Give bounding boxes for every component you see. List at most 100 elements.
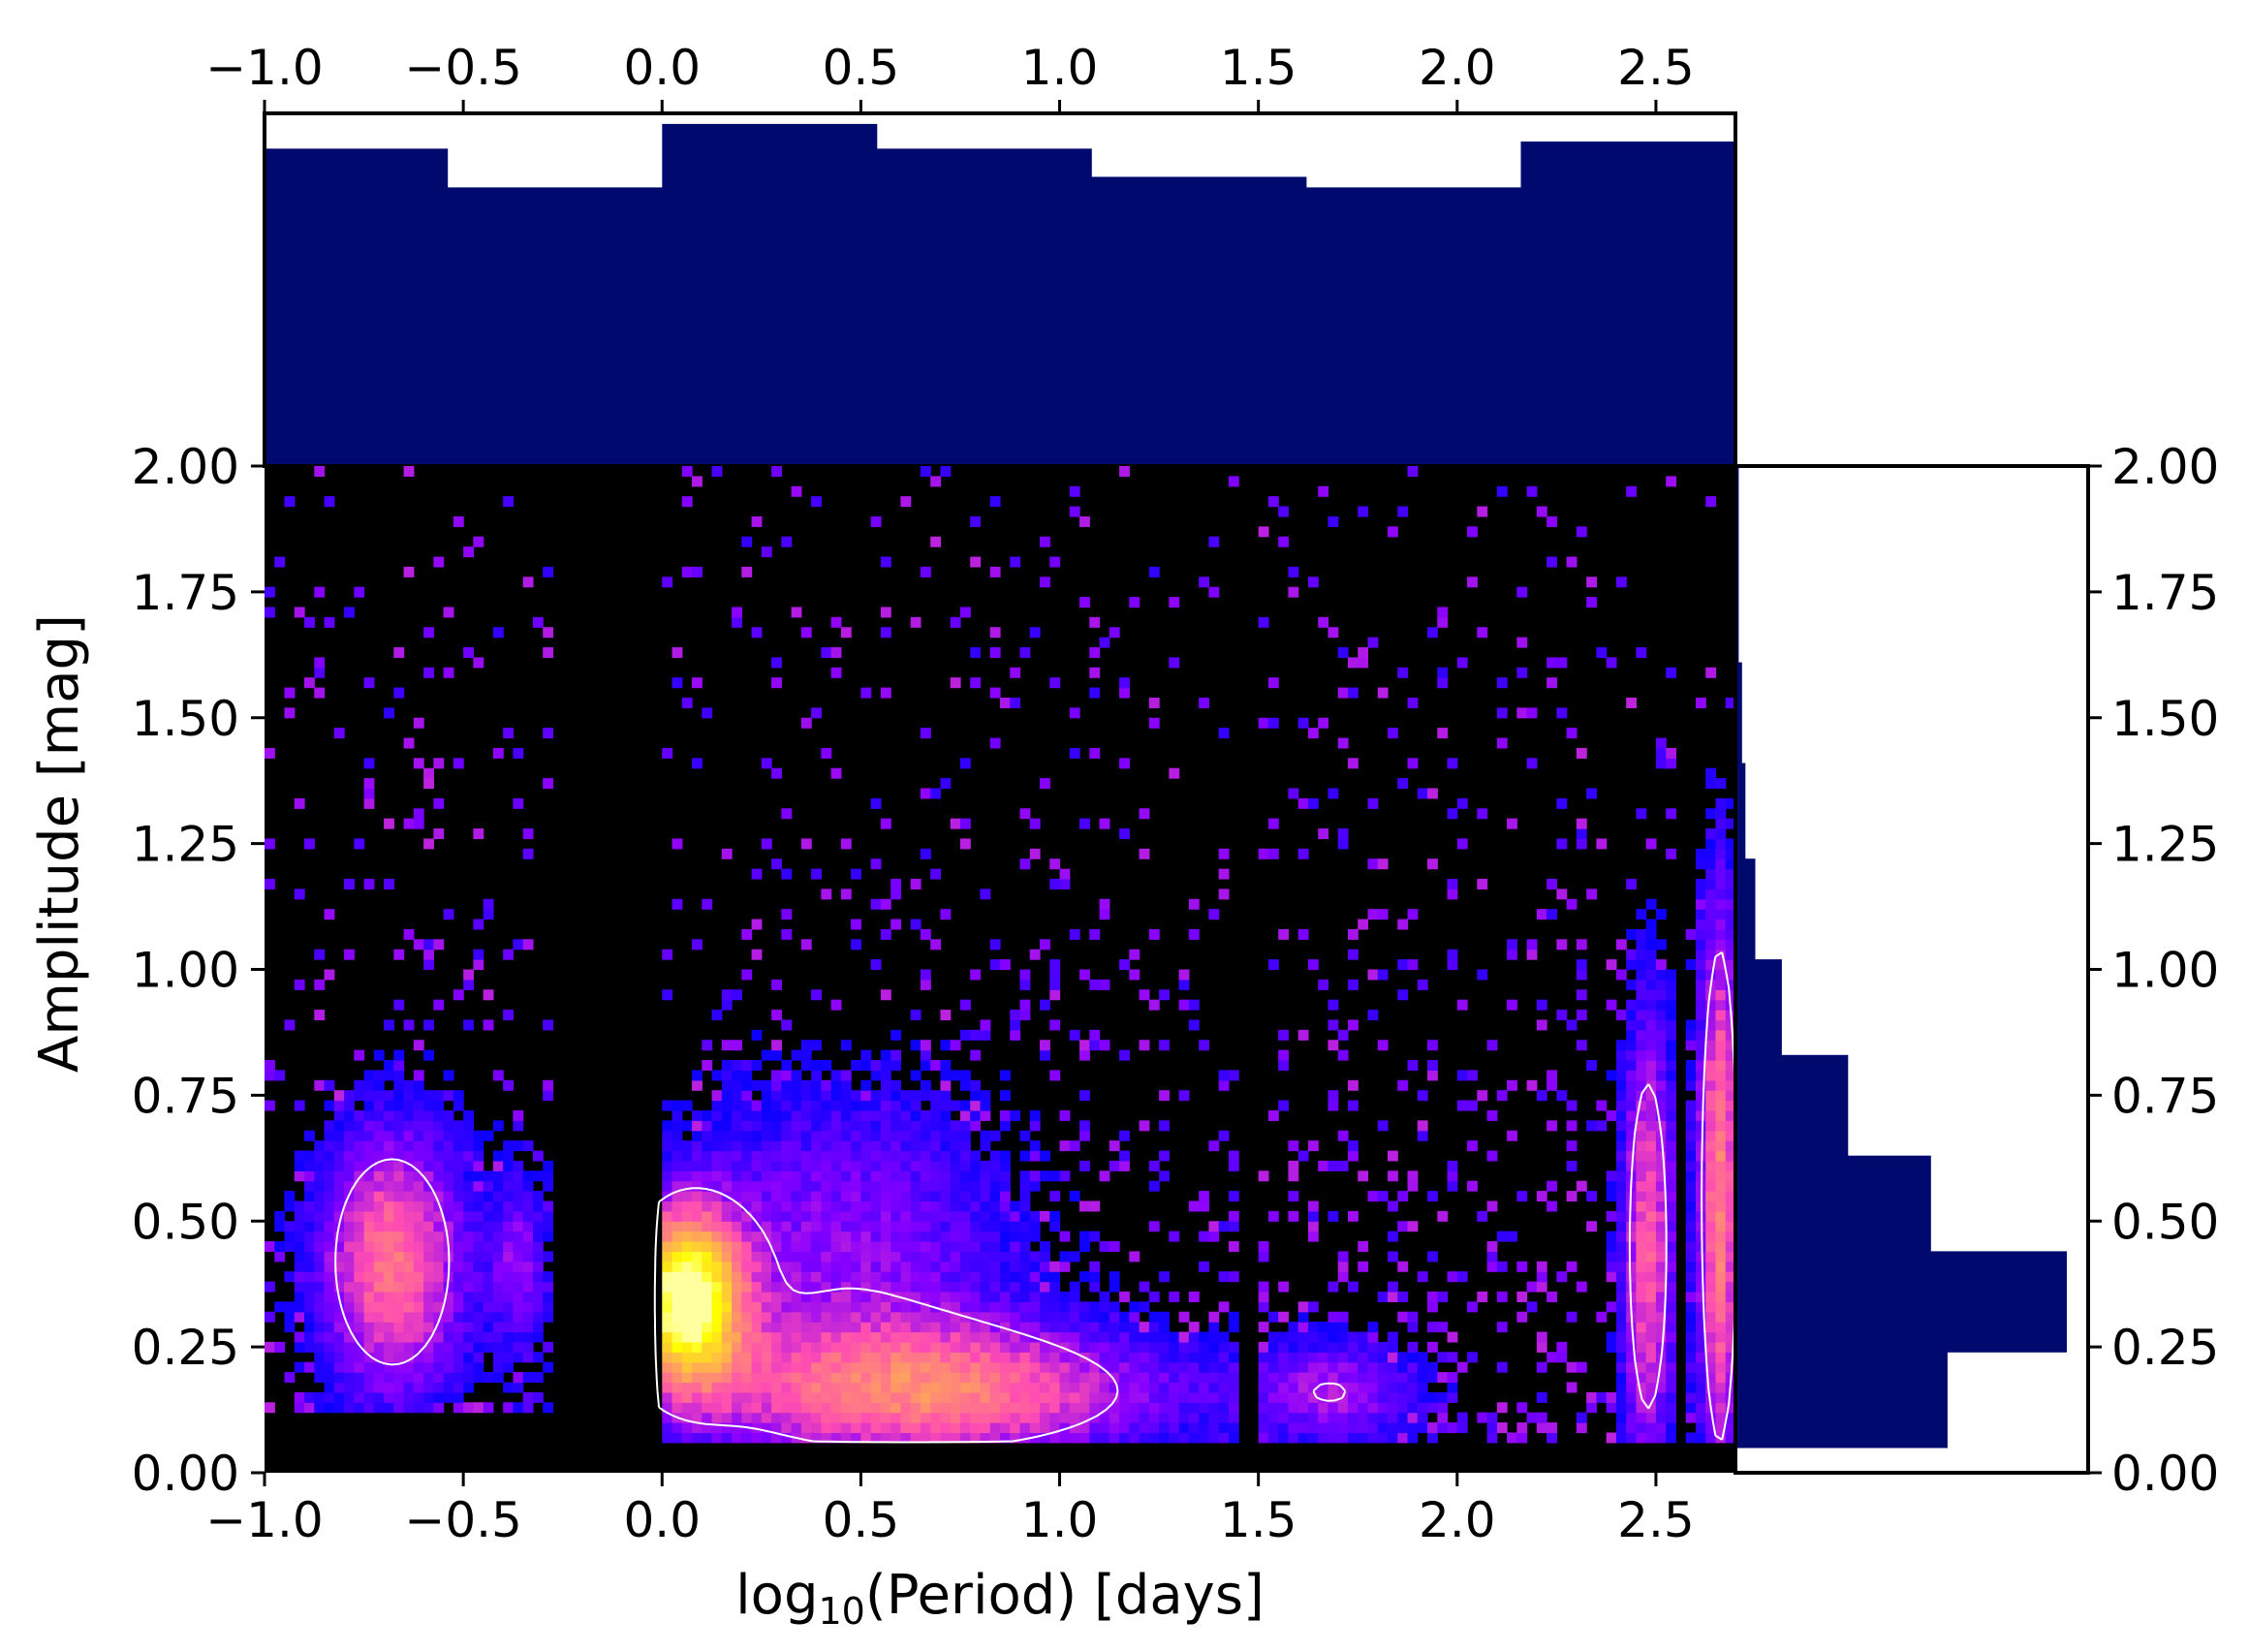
heatmap-cell [860,1281,872,1293]
heatmap-cell [1546,1291,1557,1302]
heatmap-cell [384,1100,394,1111]
heatmap-cell [811,1341,822,1353]
heatmap-cell [1337,1372,1349,1384]
heatmap-cell [1347,1352,1359,1363]
heatmap-cell [1049,1019,1061,1031]
heatmap-cell [1427,1060,1438,1071]
heatmap-cell [940,1100,952,1111]
heatmap-cell [910,1322,921,1333]
heatmap-cell [711,1160,723,1171]
heatmap-cell [1477,969,1488,981]
heatmap-cell [751,1341,763,1353]
heatmap-cell [840,1341,852,1353]
heatmap-cell [1725,1090,1736,1102]
heatmap-cell [920,928,931,940]
heatmap-cell [1417,1120,1428,1132]
heatmap-cell [890,1352,902,1363]
heatmap-cell [800,1361,812,1373]
heatmap-cell [1297,1150,1309,1162]
heatmap-cell [403,1090,415,1102]
heatmap-cell [860,1130,872,1141]
heatmap-cell [950,1281,961,1293]
heatmap-cell [781,1109,793,1121]
heatmap-cell [1615,1150,1627,1162]
heatmap-cell [870,1241,882,1253]
heatmap-cell [1178,1090,1190,1102]
heatmap-cell [1377,1391,1389,1403]
heatmap-cell [1267,1422,1279,1434]
heatmap-cell [662,949,673,960]
heatmap-cell [1377,1341,1389,1353]
left-y-ticks: 0.000.250.500.751.001.251.501.752.00 [132,439,265,1502]
top-histogram-bar [265,148,449,466]
heatmap-cell [393,1120,405,1132]
heatmap-cell [1159,1311,1170,1323]
heatmap-cell [393,1140,405,1152]
heatmap-cell [860,1331,872,1343]
heatmap-cell [284,687,296,699]
heatmap-cell [1715,1070,1727,1081]
heatmap-cell [1725,989,1736,1001]
heatmap-cell [851,939,862,951]
heatmap-cell [265,747,275,759]
heatmap-cell [265,1241,275,1253]
heatmap-cell [1109,1322,1120,1333]
heatmap-cell [800,1100,812,1111]
heatmap-cell [851,1210,862,1222]
heatmap-cell [1705,909,1717,920]
heatmap-cell [1328,1372,1339,1384]
heatmap-cell [711,1341,723,1353]
heatmap-cell [781,1221,793,1232]
heatmap-cell [851,1090,862,1102]
heatmap-cell [741,1160,753,1171]
heatmap-cell [314,1361,326,1373]
heatmap-cell [1297,1372,1309,1384]
heatmap-cell [692,1402,703,1414]
heatmap-cell [711,1191,723,1202]
heatmap-cell [363,1261,375,1272]
heatmap-cell [751,1352,763,1363]
heatmap-cell [1666,476,1677,487]
heatmap-cell [1040,939,1050,951]
heatmap-cell [870,1291,882,1302]
heatmap-cell [732,1210,742,1222]
heatmap-cell [1695,1261,1706,1272]
heatmap-cell [702,1130,713,1141]
heatmap-cell [1010,1352,1021,1363]
heatmap-cell [304,1191,315,1202]
heatmap-cell [1099,1040,1110,1051]
heatmap-cell [1267,959,1279,971]
heatmap-cell [1636,1432,1647,1444]
heatmap-cell [920,1040,931,1051]
heatmap-cell [1655,1180,1667,1192]
heatmap-cell [662,1231,673,1242]
heatmap-cell [672,1170,683,1182]
heatmap-cell [403,566,415,577]
heatmap-cell [959,1210,971,1222]
heatmap-cell [1010,1291,1021,1302]
heatmap-cell [910,1109,921,1121]
heatmap-cell [314,1150,326,1162]
heatmap-cell [751,1079,763,1091]
heatmap-cell [711,1170,723,1182]
heatmap-cell [721,1291,733,1302]
heatmap-cell [1695,1402,1706,1414]
heatmap-cell [890,1150,902,1162]
heatmap-cell [1397,1311,1409,1323]
heatmap-cell [463,979,474,990]
heatmap-cell [1655,1029,1667,1041]
heatmap-cell [721,1271,733,1283]
heatmap-cell [1655,1322,1667,1333]
heatmap-cell [1049,1261,1061,1272]
heatmap-cell [959,999,971,1011]
heatmap-cell [880,1352,891,1363]
heatmap-cell [403,1382,415,1393]
heatmap-cell [860,1402,872,1414]
heatmap-cell [771,858,782,870]
heatmap-cell [473,1200,484,1212]
heatmap-cell [811,1361,822,1373]
heatmap-cell [1695,1010,1706,1021]
heatmap-cell [830,1261,842,1272]
right-histogram-bar [1735,858,1756,960]
heatmap-cell [513,1301,524,1313]
